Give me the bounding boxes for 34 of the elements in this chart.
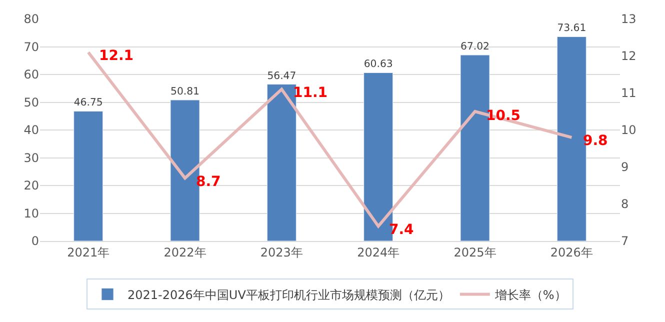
legend-label: 2021-2026年中国UV平板打印机行业市场规模预测（亿元） xyxy=(128,288,450,302)
y-tick-label: 50 xyxy=(24,95,39,110)
x-tick-label: 2021年 xyxy=(67,245,110,260)
y-tick-label: 60 xyxy=(24,68,39,82)
y2-tick-label: 9 xyxy=(621,160,629,174)
x-tick-label: 2025年 xyxy=(454,245,496,260)
y2-tick-label: 10 xyxy=(621,123,636,138)
y2-tick-label: 7 xyxy=(621,234,629,248)
data-label: 60.63 xyxy=(364,59,393,70)
y-tick-label: 20 xyxy=(24,178,39,193)
x-tick-label: 2022年 xyxy=(164,245,206,260)
data-label: 56.47 xyxy=(267,70,296,82)
data-label: 50.81 xyxy=(170,86,200,98)
bar xyxy=(74,111,104,241)
data-label: 12.1 xyxy=(99,48,134,64)
legend-label: 增长率（%） xyxy=(494,288,566,302)
y-tick-label: 10 xyxy=(24,206,39,220)
y-tick-label: 70 xyxy=(24,40,39,54)
y2-tick-label: 12 xyxy=(621,49,636,64)
data-label: 10.5 xyxy=(486,108,521,124)
x-tick-label: 2023年 xyxy=(260,245,303,260)
y2-tick-label: 11 xyxy=(621,86,636,100)
y2-tick-label: 13 xyxy=(621,12,636,26)
x-tick-label: 2026年 xyxy=(550,245,593,260)
x-tick-label: 2024年 xyxy=(357,245,400,260)
bar xyxy=(266,84,296,241)
y-tick-label: 0 xyxy=(31,234,39,248)
y-tick-label: 40 xyxy=(24,123,39,138)
data-label: 73.61 xyxy=(557,23,586,34)
y2-tick-label: 8 xyxy=(621,197,629,212)
data-label: 46.75 xyxy=(74,98,103,109)
data-label: 67.02 xyxy=(460,41,490,52)
y-tick-label: 30 xyxy=(24,150,39,165)
y-tick-label: 80 xyxy=(24,12,39,26)
